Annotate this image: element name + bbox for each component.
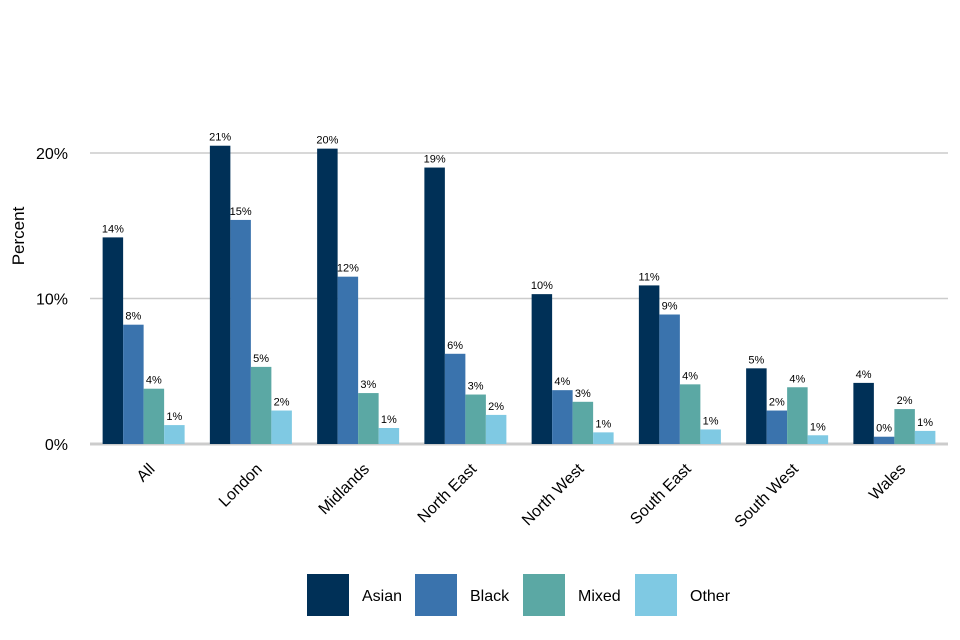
bar — [164, 425, 185, 444]
data-label: 0% — [876, 423, 892, 435]
bars — [102, 145, 936, 445]
data-label: 15% — [230, 206, 252, 218]
data-label: 14% — [102, 223, 124, 235]
bar — [659, 314, 680, 444]
bar — [230, 219, 251, 444]
data-label: 10% — [531, 280, 553, 292]
data-label: 1% — [595, 418, 611, 430]
y-axis-ticks: 0% 10% 20% — [36, 146, 68, 454]
data-label: 5% — [748, 354, 764, 366]
data-label: 4% — [856, 369, 872, 381]
bar — [593, 432, 614, 444]
bar — [102, 237, 124, 444]
y-tick-label: 10% — [36, 292, 68, 309]
bar — [465, 394, 486, 444]
data-label: 1% — [381, 414, 397, 426]
data-label: 11% — [639, 271, 660, 283]
bar — [552, 390, 573, 444]
data-label: 19% — [424, 154, 446, 166]
bar — [271, 410, 292, 444]
data-label: 1% — [166, 411, 182, 423]
x-tick-label: Wales — [866, 461, 909, 504]
legend-swatch — [635, 574, 677, 616]
x-axis-ticks: All London Midlands North East North West Sou… — [134, 460, 909, 531]
bar — [700, 429, 721, 444]
data-label: 3% — [575, 388, 591, 400]
bar — [378, 427, 400, 444]
bar — [424, 167, 445, 445]
data-label: 4% — [682, 370, 698, 382]
legend-label: Asian — [362, 588, 402, 605]
bar — [209, 145, 231, 444]
bar — [679, 384, 701, 444]
bar — [766, 410, 788, 444]
data-label: 6% — [447, 340, 463, 352]
bar — [853, 382, 874, 444]
y-tick-label: 0% — [45, 437, 68, 454]
data-label: 1% — [810, 421, 826, 433]
data-label: 1% — [703, 415, 719, 427]
data-label: 1% — [917, 417, 933, 429]
data-label: 2% — [274, 397, 290, 409]
data-label: 9% — [662, 301, 678, 313]
x-tick-label: South East — [627, 460, 695, 528]
data-label: 21% — [209, 132, 231, 144]
data-label: 4% — [554, 376, 570, 388]
data-label: 4% — [789, 373, 805, 385]
data-label: 2% — [488, 401, 504, 413]
bar — [572, 401, 594, 444]
data-label: 2% — [769, 397, 785, 409]
bar — [894, 409, 915, 444]
legend-swatch — [307, 574, 349, 616]
bar — [123, 324, 144, 444]
bar — [444, 353, 466, 444]
x-tick-label: South West — [732, 460, 803, 531]
data-label: 8% — [125, 311, 141, 323]
bar — [746, 368, 767, 444]
data-label: 12% — [337, 263, 359, 275]
data-label: 4% — [146, 375, 162, 387]
legend-label: Other — [690, 588, 731, 605]
y-tick-label: 20% — [36, 146, 68, 163]
data-labels: 14% 8% 4% 1% 21% 15% 5% 2% 20% 12% 3% 1% 19% 6% 3% 2% 10… — [102, 132, 933, 435]
x-tick-label: Midlands — [316, 461, 373, 518]
bar — [250, 366, 272, 444]
legend-label: Black — [470, 588, 510, 605]
x-tick-label: North East — [415, 460, 481, 526]
data-label: 2% — [897, 395, 913, 407]
bar — [143, 388, 165, 444]
data-label: 3% — [468, 381, 484, 393]
x-tick-label: North West — [519, 460, 588, 529]
data-label: 3% — [360, 379, 376, 391]
bar — [807, 435, 829, 444]
bar — [485, 414, 507, 444]
bar — [337, 276, 359, 444]
data-label: 20% — [316, 135, 338, 147]
legend: Asian Black Mixed Other — [307, 574, 731, 616]
x-tick-label: London — [216, 461, 266, 511]
bar — [787, 387, 808, 444]
data-label: 5% — [253, 353, 269, 365]
x-tick-label: All — [134, 461, 159, 486]
bar — [914, 430, 936, 444]
y-axis-label: Percent — [9, 206, 28, 265]
bar — [531, 294, 553, 444]
legend-swatch — [523, 574, 565, 616]
bar — [873, 436, 895, 444]
legend-swatch — [415, 574, 457, 616]
bar — [317, 148, 338, 444]
legend-label: Mixed — [578, 588, 621, 605]
bar — [358, 393, 379, 444]
bar — [638, 285, 660, 444]
